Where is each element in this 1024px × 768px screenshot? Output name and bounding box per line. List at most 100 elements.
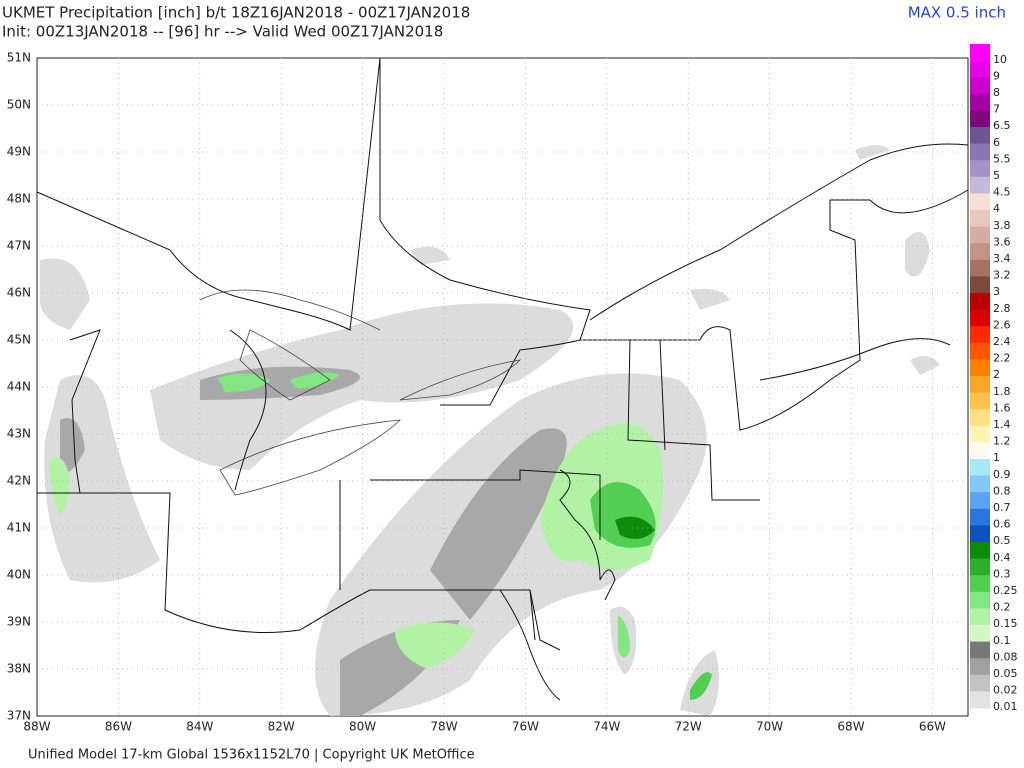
colorbar-label: 0.08 <box>993 650 1018 663</box>
colorbar-label: 4.5 <box>993 186 1011 199</box>
lat-label: 37N <box>7 709 31 723</box>
colorbar-swatch <box>970 442 990 460</box>
colorbar: 10 9 8 7 6.5 6 5.5 5 4.5 4 3.8 3.6 3.4 3.2 3 2.8 2.6 2.4 2… <box>970 44 1018 713</box>
colorbar-label: 0.7 <box>993 501 1011 514</box>
colorbar-label: 2 <box>993 368 1000 381</box>
lon-label: 76W <box>512 720 539 734</box>
colorbar-label: 0.5 <box>993 534 1011 547</box>
lat-label: 38N <box>7 662 31 676</box>
colorbar-label: 8 <box>993 86 1000 99</box>
title: UKMET Precipitation [inch] b/t 18Z16JAN2… <box>2 4 470 22</box>
colorbar-label: 2.4 <box>993 335 1011 348</box>
colorbar-label: 2.8 <box>993 302 1011 315</box>
map <box>36 57 969 717</box>
lon-label: 78W <box>430 720 457 734</box>
lat-label: 44N <box>7 380 31 394</box>
colorbar-swatch <box>970 658 990 676</box>
colorbar-swatch <box>970 160 990 178</box>
colorbar-swatch <box>970 691 990 709</box>
colorbar-swatch <box>970 276 990 294</box>
colorbar-label: 0.9 <box>993 468 1011 481</box>
lakes <box>199 289 522 496</box>
colorbar-swatch <box>970 625 990 643</box>
colorbar-swatch <box>970 409 990 427</box>
lat-label: 40N <box>7 568 31 582</box>
colorbar-label: 5.5 <box>993 152 1011 165</box>
colorbar-swatch <box>970 525 990 543</box>
lon-label: 82W <box>268 720 295 734</box>
colorbar-label: 2.6 <box>993 318 1011 331</box>
colorbar-swatch <box>970 641 990 659</box>
colorbar-swatch <box>970 93 990 111</box>
lat-label: 45N <box>7 333 31 347</box>
colorbar-label: 0.15 <box>993 617 1018 630</box>
colorbar-swatch <box>970 143 990 161</box>
lat-label: 48N <box>7 192 31 206</box>
lat-label: 46N <box>7 286 31 300</box>
colorbar-swatch <box>970 591 990 609</box>
colorbar-label: 1 <box>993 451 1000 464</box>
lon-label: 68W <box>837 720 864 734</box>
grid <box>37 58 968 716</box>
lat-label: 50N <box>7 98 31 112</box>
colorbar-label: 1.2 <box>993 435 1011 448</box>
colorbar-swatch <box>970 326 990 344</box>
colorbar-label: 6.5 <box>993 119 1011 132</box>
colorbar-swatch <box>970 44 990 62</box>
colorbar-swatch <box>970 508 990 526</box>
colorbar-label: 7 <box>993 103 1000 116</box>
colorbar-label: 5 <box>993 169 1000 182</box>
lon-label: 86W <box>105 720 132 734</box>
lon-label: 66W <box>919 720 946 734</box>
colorbar-label: 1.8 <box>993 385 1011 398</box>
colorbar-label: 2.2 <box>993 352 1011 365</box>
colorbar-label: 0.3 <box>993 567 1011 580</box>
lon-label: 74W <box>593 720 620 734</box>
colorbar-label: 0.01 <box>993 700 1018 713</box>
colorbar-swatch <box>970 376 990 394</box>
colorbar-label: 10 <box>993 53 1007 66</box>
colorbar-swatch <box>970 392 990 410</box>
colorbar-label: 0.25 <box>993 584 1018 597</box>
colorbar-label: 3.8 <box>993 219 1011 232</box>
lon-label: 88W <box>23 720 50 734</box>
colorbar-swatch <box>970 210 990 228</box>
colorbar-swatch <box>970 243 990 261</box>
colorbar-label: 0.6 <box>993 518 1011 531</box>
lon-label: 80W <box>349 720 376 734</box>
lon-label: 84W <box>186 720 213 734</box>
lat-label: 49N <box>7 145 31 159</box>
colorbar-swatch <box>970 492 990 510</box>
colorbar-swatch <box>970 77 990 95</box>
colorbar-swatch <box>970 110 990 128</box>
subtitle: Init: 00Z13JAN2018 -- [96] hr --> Valid … <box>2 23 443 41</box>
colorbar-swatch <box>970 674 990 692</box>
colorbar-label: 9 <box>993 69 1000 82</box>
lon-label: 72W <box>675 720 702 734</box>
colorbar-label: 6 <box>993 136 1000 149</box>
lat-label: 43N <box>7 427 31 441</box>
colorbar-label: 0.8 <box>993 484 1011 497</box>
colorbar-swatch <box>970 176 990 194</box>
lat-label: 39N <box>7 615 31 629</box>
colorbar-swatch <box>970 226 990 244</box>
colorbar-label: 1.6 <box>993 401 1011 414</box>
colorbar-label: 0.02 <box>993 684 1018 697</box>
colorbar-swatch <box>970 459 990 477</box>
colorbar-swatch <box>970 60 990 78</box>
colorbar-swatch <box>970 475 990 493</box>
max-label: MAX 0.5 inch <box>908 4 1006 22</box>
colorbar-label: 0.05 <box>993 667 1018 680</box>
colorbar-label: 0.1 <box>993 634 1011 647</box>
colorbar-swatch <box>970 425 990 443</box>
colorbar-swatch <box>970 558 990 576</box>
colorbar-label: 0.4 <box>993 551 1011 564</box>
colorbar-label: 3 <box>993 285 1000 298</box>
colorbar-swatch <box>970 127 990 145</box>
colorbar-swatch <box>970 293 990 311</box>
borders <box>36 57 969 701</box>
colorbar-label: 3.2 <box>993 269 1011 282</box>
lat-label: 41N <box>7 521 31 535</box>
lat-label: 47N <box>7 239 31 253</box>
colorbar-label: 1.4 <box>993 418 1011 431</box>
